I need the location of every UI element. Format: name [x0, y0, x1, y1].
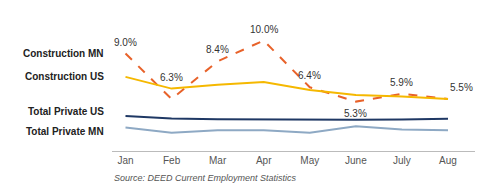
svg-text:10.0%: 10.0%	[250, 24, 278, 35]
svg-text:5.3%: 5.3%	[344, 108, 367, 119]
svg-text:Mar: Mar	[209, 155, 227, 166]
svg-text:May: May	[300, 155, 319, 166]
svg-text:Apr: Apr	[256, 155, 272, 166]
svg-text:Total Private US: Total Private US	[28, 106, 104, 117]
svg-text:5.5%: 5.5%	[450, 82, 473, 93]
svg-text:8.4%: 8.4%	[206, 44, 229, 55]
svg-text:Feb: Feb	[163, 155, 181, 166]
svg-text:Total Private MN: Total Private MN	[26, 126, 104, 137]
svg-text:Construction US: Construction US	[25, 71, 104, 82]
svg-text:6.3%: 6.3%	[160, 72, 183, 83]
svg-text:June: June	[345, 155, 367, 166]
svg-text:July: July	[393, 155, 411, 166]
svg-text:Source: DEED Current Employmen: Source: DEED Current Employment Statisti…	[114, 173, 297, 183]
svg-text:Jan: Jan	[117, 155, 133, 166]
svg-text:Aug: Aug	[439, 155, 457, 166]
svg-text:5.9%: 5.9%	[390, 77, 413, 88]
svg-text:9.0%: 9.0%	[114, 37, 137, 48]
svg-text:6.4%: 6.4%	[298, 70, 321, 81]
svg-text:Construction MN: Construction MN	[23, 48, 104, 59]
